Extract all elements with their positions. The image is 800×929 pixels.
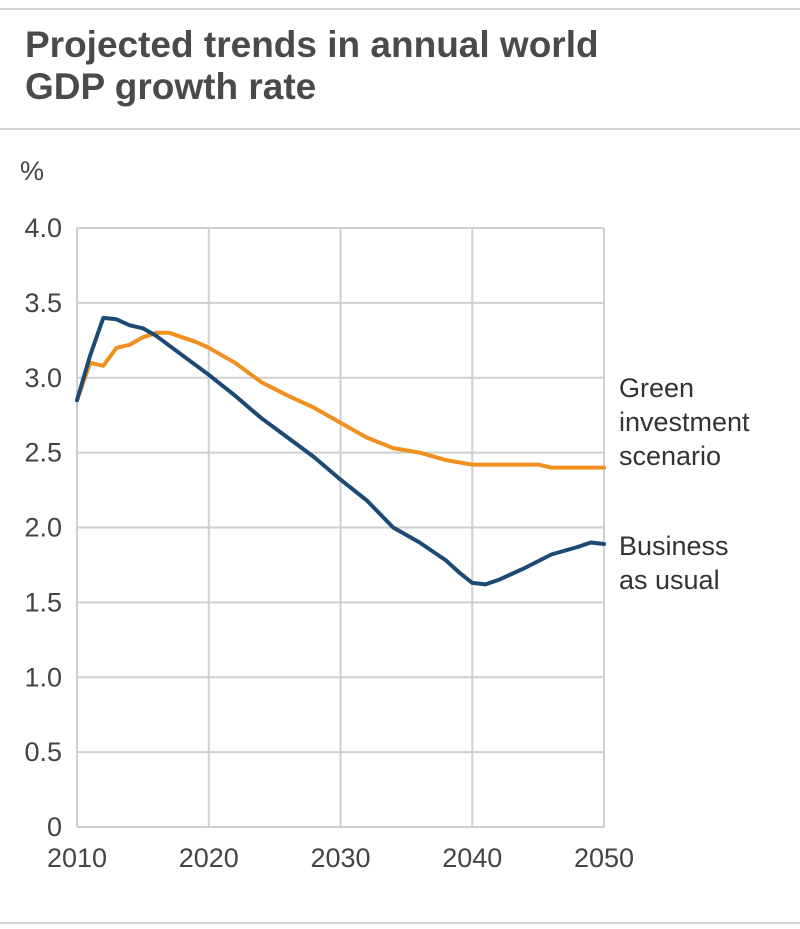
y-tick-label: 3.0 [24, 363, 62, 393]
series-labels: Green investment scenario Business as usual [619, 373, 750, 595]
grid [76, 227, 605, 828]
chart-title-line-1: Projected trends in annual world [25, 24, 599, 65]
chart-title: Projected trends in annual world GDP gro… [25, 24, 765, 108]
series-label-line: as usual [619, 565, 720, 595]
y-tick-label: 1.5 [24, 587, 62, 617]
x-axis-ticks: 2010 2020 2030 2040 2050 [47, 843, 634, 873]
x-tick-label: 2010 [47, 843, 107, 873]
x-tick-label: 2050 [574, 843, 634, 873]
series-line-0 [75, 330, 606, 470]
title-separator [0, 128, 800, 130]
y-axis-ticks: 0 0.5 1.0 1.5 2.0 2.5 3.0 3.5 4.0 [24, 213, 62, 842]
series-lines [75, 315, 606, 587]
series-label-line: investment [619, 407, 750, 437]
y-axis-unit-label: % [20, 156, 44, 186]
y-tick-label: 1.0 [24, 662, 62, 692]
y-tick-label: 3.5 [24, 288, 62, 318]
x-tick-label: 2040 [442, 843, 502, 873]
series-label-line: scenario [619, 441, 721, 471]
chart-title-line-2: GDP growth rate [25, 66, 317, 107]
y-tick-label: 2.0 [24, 513, 62, 543]
series-label-line: Business [619, 531, 729, 561]
x-tick-label: 2020 [179, 843, 239, 873]
y-tick-label: 0 [47, 812, 62, 842]
bottom-border [0, 922, 800, 924]
top-border [0, 8, 800, 10]
series-line-1 [75, 315, 606, 587]
y-tick-label: 4.0 [24, 213, 62, 243]
y-tick-label: 0.5 [24, 737, 62, 767]
series-label-line: Green [619, 373, 694, 403]
x-tick-label: 2030 [310, 843, 370, 873]
y-tick-label: 2.5 [24, 438, 62, 468]
